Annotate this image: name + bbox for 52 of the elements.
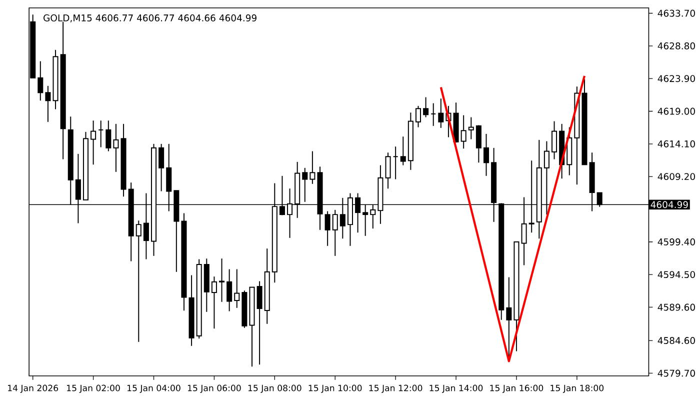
y-tick-label: 4614.10: [658, 140, 695, 148]
x-tick-label: 15 Jan 14:00: [430, 384, 483, 393]
candlestick: [423, 96, 429, 118]
y-tick-label: 4628.80: [658, 42, 695, 50]
candlestick: [38, 60, 44, 102]
x-tick-label: 15 Jan 18:00: [550, 384, 604, 393]
candlestick: [483, 133, 490, 176]
candlestick: [332, 209, 338, 256]
y-tick-label: 4579.70: [658, 370, 695, 377]
candlestick: [113, 123, 119, 172]
x-tick-label: 15 Jan 12:00: [369, 384, 422, 393]
y-tick-label: 4633.70: [658, 10, 695, 17]
candlestick: [552, 120, 558, 160]
candlestick: [324, 210, 330, 246]
candlestick: [234, 268, 240, 308]
candlestick: [158, 143, 164, 192]
candlestick: [256, 280, 262, 366]
candlestick: [385, 152, 391, 190]
x-tick-label: 15 Jan 10:00: [308, 384, 362, 393]
x-tick-label: 15 Jan 04:00: [128, 384, 180, 393]
y-tick-label: 4599.40: [658, 238, 695, 246]
candlestick: [468, 116, 474, 140]
y-tick-label: 4589.60: [658, 304, 695, 311]
candlestick: [392, 146, 398, 180]
x-tick-label: 15 Jan 02:00: [67, 384, 120, 393]
y-tick-label: 4584.60: [658, 337, 695, 344]
candlestick: [98, 120, 104, 148]
x-tick-label: 15 Jan 06:00: [188, 384, 241, 393]
candlestick: [106, 120, 112, 152]
candlestick: [438, 98, 444, 128]
y-tick-label: 4619.00: [658, 108, 695, 115]
candlestick: [219, 258, 225, 302]
y-tick-label: 4609.20: [658, 173, 695, 180]
candlestick: [226, 268, 232, 312]
y-tick-label: 4594.50: [658, 271, 695, 278]
x-tick-label: 15 Jan 16:00: [490, 384, 544, 393]
candlestick: [415, 105, 422, 128]
x-tick-label: 14 Jan 2026: [8, 384, 58, 393]
text: GOLD,M15 4606.77 4606.77 4604.66 4604.99: [44, 14, 256, 22]
candlestick: [211, 276, 217, 330]
ref-line-label: 4604.99: [650, 201, 688, 208]
candlestick: [460, 114, 466, 150]
x-tick-label: 15 Jan 08:00: [248, 384, 302, 393]
candlestick: [400, 136, 406, 166]
candlestick: [45, 85, 51, 122]
candlestick: [310, 150, 316, 184]
candlestick: [90, 120, 96, 166]
y-tick-label: 4623.90: [658, 75, 695, 82]
candlestick: [476, 124, 482, 164]
candlestick: [302, 167, 308, 202]
candlestick: [430, 102, 436, 126]
candlestick: [136, 220, 142, 342]
